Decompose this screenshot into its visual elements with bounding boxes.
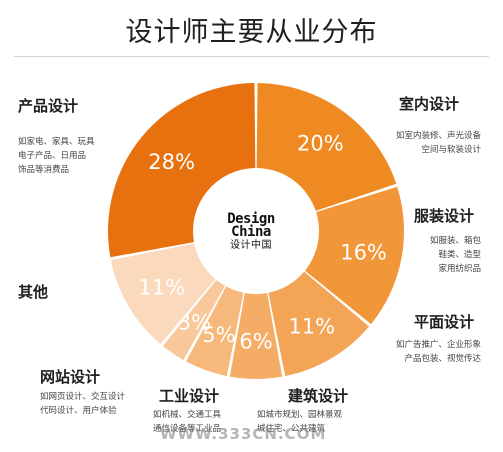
category-desc-fashion: 如服装、箱包 鞋类、造型 家用纺织品 [429,236,481,274]
category-label-interior: 室内设计 [399,95,460,113]
pie-slice-6 [110,243,216,345]
pie-slice-1 [304,186,404,325]
category-desc-industrial: 如机械、交通工具 通信设备等工业品 [153,410,222,434]
pie-slice-0 [256,83,397,211]
logo-line-chinese: 设计中国 [230,240,272,251]
category-desc-web: 如网页设计、交互设计 代码设计、用户体验 [40,392,126,416]
slice-value-label-1: 16% [340,241,387,265]
chart-title: 设计师主要从业分布 [125,17,378,48]
slice-value-label-6: 11% [138,276,185,300]
pie-slice-4 [186,286,244,377]
category-label-product: 产品设计 [18,97,79,115]
slice-value-label-4: 5% [202,323,235,347]
category-label-web: 网站设计 [40,368,101,386]
pie-slice-7 [108,83,256,258]
category-desc-architecture: 如城市规划、园林景观 城住宅、公共建筑 [257,410,343,434]
slice-value-label-0: 20% [297,131,344,155]
pie-slice-5 [162,279,226,360]
category-label-fashion: 服装设计 [414,207,475,225]
slice-value-label-3: 6% [239,330,272,354]
logo-line-design: Design [227,211,275,227]
title-divider [14,56,489,57]
slice-value-label-7: 28% [148,150,195,174]
logo-line-china: China [231,224,271,240]
category-desc-graphic: 如广告推广、企业形象 产品包装、视觉传达 [395,340,481,364]
category-desc-interior: 如室内装修、声光设备 空间与软装设计 [395,131,481,155]
slice-value-label-2: 11% [288,314,335,338]
category-label-architecture: 建筑设计 [288,387,349,405]
pie-slice-3 [229,293,283,379]
category-label-industrial: 工业设计 [159,387,220,405]
category-label-other: 其他 [18,283,49,301]
site-watermark: WWW.333CN.COM [160,425,327,443]
category-desc-product: 如家电、家具、玩具 电子产品、日用品 饰品等消费品 [18,137,95,175]
category-label-graphic: 平面设计 [414,313,475,331]
design-china-logo: Design China 设计中国 [208,211,294,253]
pie-slice-2 [268,271,370,377]
